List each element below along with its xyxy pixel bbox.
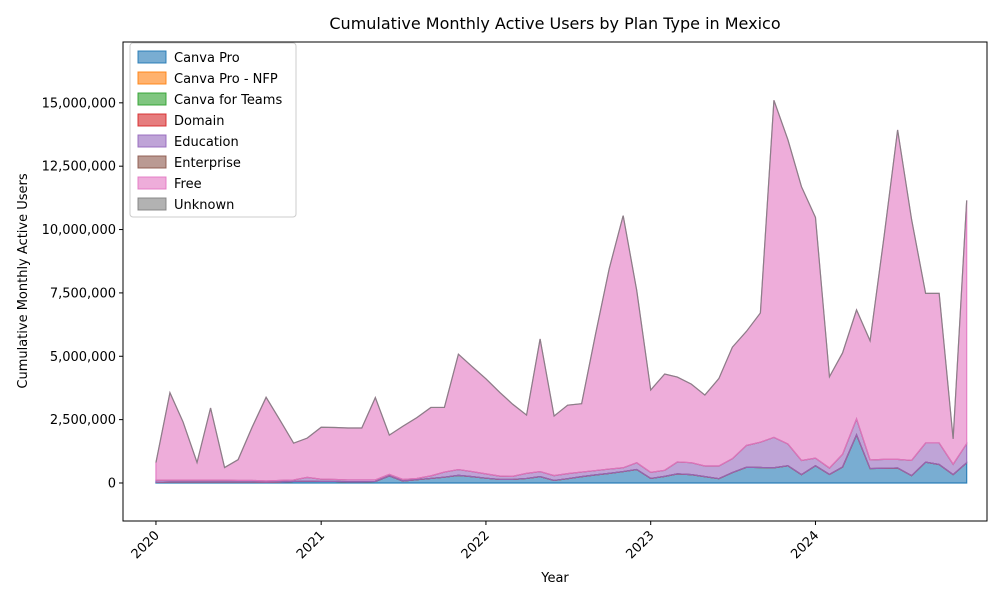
area-layer [155,100,968,484]
legend-swatch [137,50,167,64]
x-tick-label: 2020 [129,528,163,562]
legend-label: Unknown [174,198,234,213]
legend-swatch [137,176,167,190]
y-axis: 0 2,500,000 5,000,000 7,500,000 10,000,000 12… [42,96,123,491]
y-tick-label: 2,500,000 [50,413,116,428]
y-tick-label: 15,000,000 [42,96,116,111]
x-tick-label: 2022 [459,528,493,562]
x-tick-label: 2024 [788,528,822,562]
y-tick-label: 12,500,000 [42,160,116,175]
y-tick-label: 5,000,000 [50,350,116,365]
legend-label: Canva Pro - NFP [174,72,278,87]
legend: Canva Pro Canva Pro - NFP Canva for Teams D… [129,42,297,218]
legend-swatch [137,155,167,169]
legend-label: Education [174,135,239,150]
y-tick-label: 7,500,000 [50,286,116,301]
legend-label: Free [174,177,202,192]
chart-title: Cumulative Monthly Active Users by Plan … [329,14,780,33]
plot-frame [122,41,988,522]
area-series-7 [155,100,968,469]
legend-swatch [137,134,167,148]
legend-label: Enterprise [174,156,241,171]
legend-label: Canva for Teams [174,93,282,108]
x-tick-label: 2023 [624,528,658,562]
y-axis-label: Cumulative Monthly Active Users [16,173,31,388]
y-tick-label: 0 [108,476,116,491]
x-axis-label: Year [540,571,569,586]
legend-swatch [137,113,167,127]
y-tick-label: 10,000,000 [42,223,116,238]
x-axis: 2020 2021 2022 2023 2024 [129,521,822,562]
legend-label: Canva Pro [174,51,240,66]
legend-label: Domain [174,114,224,129]
x-tick-label: 2021 [294,528,328,562]
legend-swatch [137,71,167,85]
legend-box [129,42,297,218]
legend-swatch [137,92,167,106]
legend-swatch [137,197,167,211]
